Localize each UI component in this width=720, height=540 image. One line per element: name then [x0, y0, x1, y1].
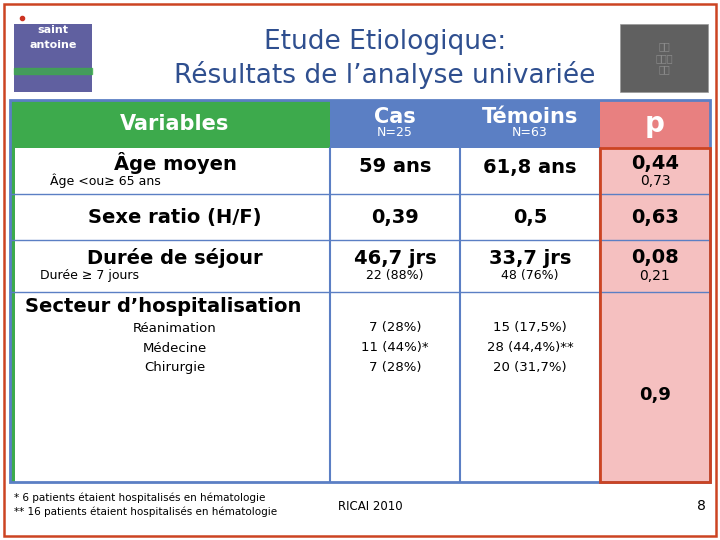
Text: 46,7 jrs: 46,7 jrs [354, 248, 436, 267]
Bar [10, 148, 710, 482]
Text: Etude Etiologique:: Etude Etiologique: [264, 29, 506, 55]
Text: 0,08: 0,08 [631, 248, 679, 267]
FancyBboxPatch shape [14, 24, 92, 92]
Bar [10, 100, 330, 148]
Text: Durée de séjour: Durée de séjour [87, 248, 263, 268]
Text: Résultats de l’analyse univariée: Résultats de l’analyse univariée [174, 61, 595, 89]
Bar [330, 100, 460, 148]
Text: Chirurgie: Chirurgie [145, 361, 206, 375]
Text: N=25: N=25 [377, 125, 413, 138]
Text: N=63: N=63 [512, 125, 548, 138]
Text: Sexe ratio (H/F): Sexe ratio (H/F) [89, 207, 262, 226]
Bar [460, 100, 600, 148]
Text: Réanimation: Réanimation [133, 321, 217, 334]
Text: 0,9: 0,9 [639, 386, 671, 404]
Text: 22 (88%): 22 (88%) [366, 269, 424, 282]
Text: 48 (76%): 48 (76%) [501, 269, 559, 282]
Text: 7 (28%): 7 (28%) [369, 321, 421, 334]
Text: saint: saint [37, 25, 68, 35]
FancyBboxPatch shape [620, 24, 708, 92]
Text: RICAI 2010: RICAI 2010 [338, 500, 402, 512]
Text: antoine: antoine [30, 40, 77, 50]
Text: 8: 8 [697, 499, 706, 513]
Text: 0,21: 0,21 [639, 269, 670, 283]
Text: 11 (44%)*: 11 (44%)* [361, 341, 429, 354]
Text: 15 (17,5%): 15 (17,5%) [493, 321, 567, 334]
Text: 33,7 jrs: 33,7 jrs [489, 248, 571, 267]
Text: 20 (31,7%): 20 (31,7%) [493, 361, 567, 375]
Text: Témoins: Témoins [482, 107, 578, 127]
Text: Âge <ou≥ 65 ans: Âge <ou≥ 65 ans [50, 174, 161, 188]
Text: 0,44: 0,44 [631, 153, 679, 172]
Text: * 6 patients étaient hospitalisés en hématologie: * 6 patients étaient hospitalisés en hém… [14, 492, 266, 503]
Bar [600, 100, 710, 148]
Text: 28 (44,4%)**: 28 (44,4%)** [487, 341, 573, 354]
Text: 0,63: 0,63 [631, 207, 679, 226]
Text: Âge moyen: Âge moyen [114, 152, 236, 174]
Text: Secteur d’hospitalisation: Secteur d’hospitalisation [25, 296, 302, 315]
Text: Durée ≥ 7 jours: Durée ≥ 7 jours [40, 269, 139, 282]
Text: 59 ans: 59 ans [359, 158, 431, 177]
Text: ** 16 patients étaient hospitalisés en hématologie: ** 16 patients étaient hospitalisés en h… [14, 507, 277, 517]
Text: 7 (28%): 7 (28%) [369, 361, 421, 375]
Bar [600, 148, 710, 482]
Text: Cas: Cas [374, 107, 416, 127]
Text: 0,73: 0,73 [639, 174, 670, 188]
Bar [10, 148, 15, 482]
Text: 0,5: 0,5 [513, 207, 547, 226]
Bar [10, 100, 710, 482]
Text: Variables: Variables [120, 114, 230, 134]
Bar [600, 148, 710, 482]
Text: 61,8 ans: 61,8 ans [483, 158, 577, 177]
Text: 0,39: 0,39 [371, 207, 419, 226]
Text: Médecine: Médecine [143, 341, 207, 354]
Text: p: p [645, 110, 665, 138]
Text: 〰〰
〰〰〰
〰〰: 〰〰 〰〰〰 〰〰 [655, 42, 672, 75]
